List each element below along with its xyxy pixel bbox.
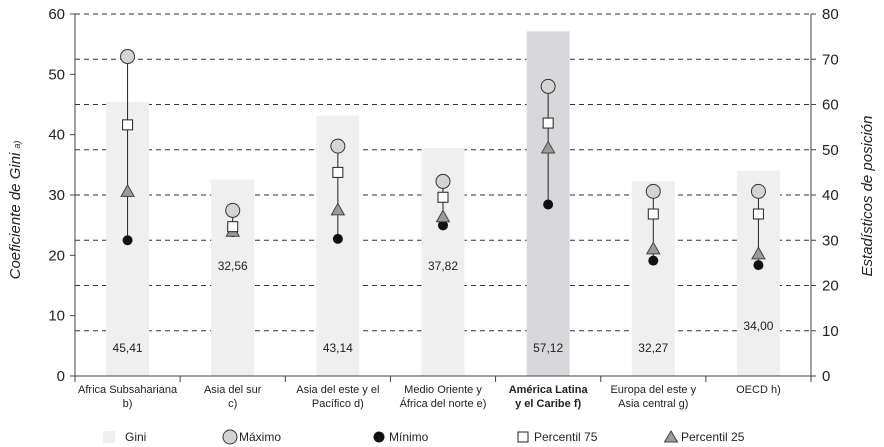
y-right-tick-label: 70 — [822, 51, 839, 68]
percentil75-marker — [332, 166, 344, 178]
legend-gini-swatch — [103, 431, 115, 443]
percentil25-marker — [330, 202, 346, 216]
maximo-marker — [120, 49, 136, 65]
maximo-marker — [540, 78, 556, 94]
minimo-marker — [543, 199, 554, 210]
y-axis-left-title: Coeficiente de Ginia) — [7, 141, 24, 280]
minimo-marker — [753, 260, 764, 271]
y-left-tick-label: 50 — [48, 66, 65, 83]
y-right-tick-label: 0 — [822, 368, 830, 385]
category-label: Asia del este y el — [296, 384, 379, 396]
y-right-tick-label: 60 — [822, 97, 839, 114]
gini-value-label: 32,27 — [638, 341, 668, 355]
legend-p25-swatch — [663, 430, 679, 443]
y-right-tick-label: 40 — [822, 187, 839, 204]
category-label: OECD h) — [736, 384, 781, 396]
category-label: c) — [228, 398, 237, 410]
percentil75-marker — [437, 191, 449, 203]
legend-label: Máximo — [239, 430, 281, 444]
y-right-tick-label: 50 — [822, 142, 839, 159]
y-right-tick-label: 30 — [822, 232, 839, 249]
maximo-marker — [435, 173, 451, 189]
legend-label: Mínimo — [389, 430, 429, 444]
gini-value-label: 34,00 — [743, 319, 773, 333]
legend-minimo-swatch — [373, 431, 385, 443]
percentil75-marker — [542, 117, 554, 129]
legend-label: Percentil 75 — [534, 430, 598, 444]
legend-label: Gini — [125, 430, 146, 444]
legend-label: Percentil 25 — [681, 430, 745, 444]
category-label: Africa Subsahariana — [78, 384, 178, 396]
percentil25-marker — [435, 209, 451, 223]
category-label: Asia del sur — [204, 384, 262, 396]
percentil75-marker — [122, 119, 134, 131]
percentil25-marker — [645, 241, 661, 255]
grid-lines — [75, 13, 811, 332]
markers-layer — [120, 49, 766, 271]
y-left-tick-label: 0 — [57, 368, 65, 385]
y-axis-right-title: Estadísticos de posición — [859, 116, 876, 277]
category-label: Medio Oriente y — [404, 384, 482, 396]
category-label: Asia central g) — [618, 398, 688, 410]
y-left-tick-label: 60 — [48, 6, 65, 23]
y-right-tick-label: 80 — [822, 6, 839, 23]
minimo-marker — [648, 255, 659, 266]
y-right-tick-label: 20 — [822, 278, 839, 295]
minimo-marker — [122, 235, 133, 246]
legend: Gini Máximo Mínimo Percentil 75 Percentil 25 — [103, 429, 745, 445]
y-right-tick-label: 10 — [822, 323, 839, 340]
labels-layer: 45,41 32,56 43,14 37,82 57,12 32,27 34,00 Afric… — [78, 259, 781, 410]
axes-layer: 0 10 20 30 40 50 60 0 10 20 30 40 50 60 70 80 — [48, 6, 838, 385]
y-left-tick-label: 40 — [48, 127, 65, 144]
category-label: Europa del este y — [610, 384, 696, 396]
category-label: Pacífico d) — [312, 398, 364, 410]
percentil25-marker — [540, 140, 556, 154]
percentil75-marker — [752, 208, 764, 220]
y-left-tick-label: 10 — [48, 308, 65, 325]
gini-value-label: 57,12 — [533, 341, 563, 355]
percentil75-marker — [227, 221, 239, 233]
minimo-marker — [332, 233, 343, 244]
maximo-marker — [645, 183, 661, 199]
category-label: África del norte e) — [400, 397, 487, 410]
category-label: América Latina — [509, 384, 589, 396]
maximo-marker — [330, 138, 346, 154]
y-left-tick-label: 20 — [48, 247, 65, 264]
gini-value-label: 45,41 — [113, 341, 143, 355]
category-label: y el Caribe f) — [515, 398, 581, 410]
gini-value-label: 43,14 — [323, 341, 353, 355]
category-label: b) — [123, 398, 133, 410]
maximo-marker — [225, 202, 241, 218]
gini-value-label: 37,82 — [428, 259, 458, 273]
legend-p75-swatch — [517, 431, 529, 443]
percentil25-marker — [120, 183, 135, 197]
y-left-tick-label: 30 — [48, 187, 65, 204]
legend-maximo-swatch — [222, 429, 238, 445]
gini-value-label: 32,56 — [218, 259, 248, 273]
percentil75-marker — [647, 208, 659, 220]
maximo-marker — [750, 183, 766, 199]
minimo-marker — [438, 220, 448, 231]
percentil25-marker — [751, 246, 766, 260]
